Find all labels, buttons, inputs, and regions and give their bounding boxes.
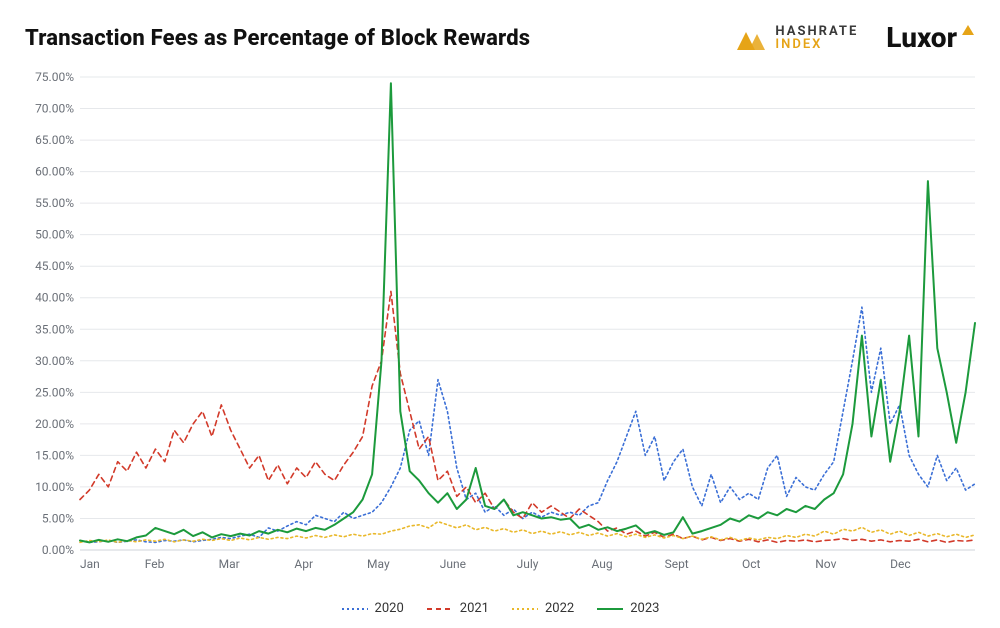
legend-swatch-icon	[511, 603, 539, 615]
svg-text:5.00%: 5.00%	[42, 511, 74, 525]
series-line-2020	[80, 307, 975, 542]
hashrate-label-bottom: INDEX	[775, 38, 858, 51]
legend-label: 2022	[545, 601, 574, 616]
luxor-label: Luxor	[886, 24, 957, 52]
hashrate-index-logo: HASHRATE INDEX	[735, 24, 858, 52]
series-line-2022	[80, 522, 975, 543]
legend-label: 2023	[630, 601, 659, 616]
legend-swatch-icon	[341, 603, 369, 615]
legend-item-2022: 2022	[511, 601, 574, 616]
svg-text:25.00%: 25.00%	[35, 385, 74, 399]
brand-row: HASHRATE INDEX Luxor	[735, 24, 975, 52]
hashrate-index-icon	[735, 24, 767, 52]
luxor-logo: Luxor	[886, 24, 975, 52]
series-line-2023	[80, 83, 975, 542]
svg-text:Feb: Feb	[145, 557, 165, 571]
svg-text:40.00%: 40.00%	[35, 291, 74, 305]
svg-text:May: May	[367, 557, 390, 571]
svg-text:Dec: Dec	[890, 557, 911, 571]
chart-area: 0.00% 5.00% 10.00% 15.00% 20.00% 25.00% 30.00%…	[25, 72, 980, 578]
svg-text:45.00%: 45.00%	[35, 259, 74, 273]
luxor-accent-icon	[961, 24, 975, 36]
svg-text:70.00%: 70.00%	[35, 102, 74, 116]
svg-text:Oct: Oct	[742, 557, 761, 571]
legend-item-2020: 2020	[341, 601, 404, 616]
svg-text:Nov: Nov	[815, 557, 836, 571]
svg-text:35.00%: 35.00%	[35, 322, 74, 336]
svg-text:July: July	[517, 557, 539, 571]
svg-text:Sept: Sept	[665, 557, 689, 571]
page-title: Transaction Fees as Percentage of Block …	[25, 26, 530, 51]
svg-text:65.00%: 65.00%	[35, 133, 74, 147]
svg-text:30.00%: 30.00%	[35, 354, 74, 368]
svg-text:Mar: Mar	[219, 557, 240, 571]
svg-text:0.00%: 0.00%	[42, 543, 74, 557]
svg-text:60.00%: 60.00%	[35, 165, 74, 179]
legend: 2020 2021 2022 2023	[0, 601, 1000, 616]
svg-text:15.00%: 15.00%	[35, 448, 74, 462]
svg-text:Jan: Jan	[80, 557, 100, 571]
svg-text:Apr: Apr	[294, 557, 313, 571]
legend-item-2023: 2023	[596, 601, 659, 616]
legend-label: 2021	[460, 601, 489, 616]
legend-item-2021: 2021	[426, 601, 489, 616]
svg-text:75.00%: 75.00%	[35, 72, 74, 84]
svg-text:Aug: Aug	[592, 557, 613, 571]
svg-text:June: June	[440, 557, 466, 571]
legend-swatch-icon	[596, 603, 624, 615]
svg-text:55.00%: 55.00%	[35, 196, 74, 210]
svg-text:20.00%: 20.00%	[35, 417, 74, 431]
legend-label: 2020	[375, 601, 404, 616]
legend-swatch-icon	[426, 603, 454, 615]
svg-text:50.00%: 50.00%	[35, 228, 74, 242]
svg-text:10.00%: 10.00%	[35, 480, 74, 494]
